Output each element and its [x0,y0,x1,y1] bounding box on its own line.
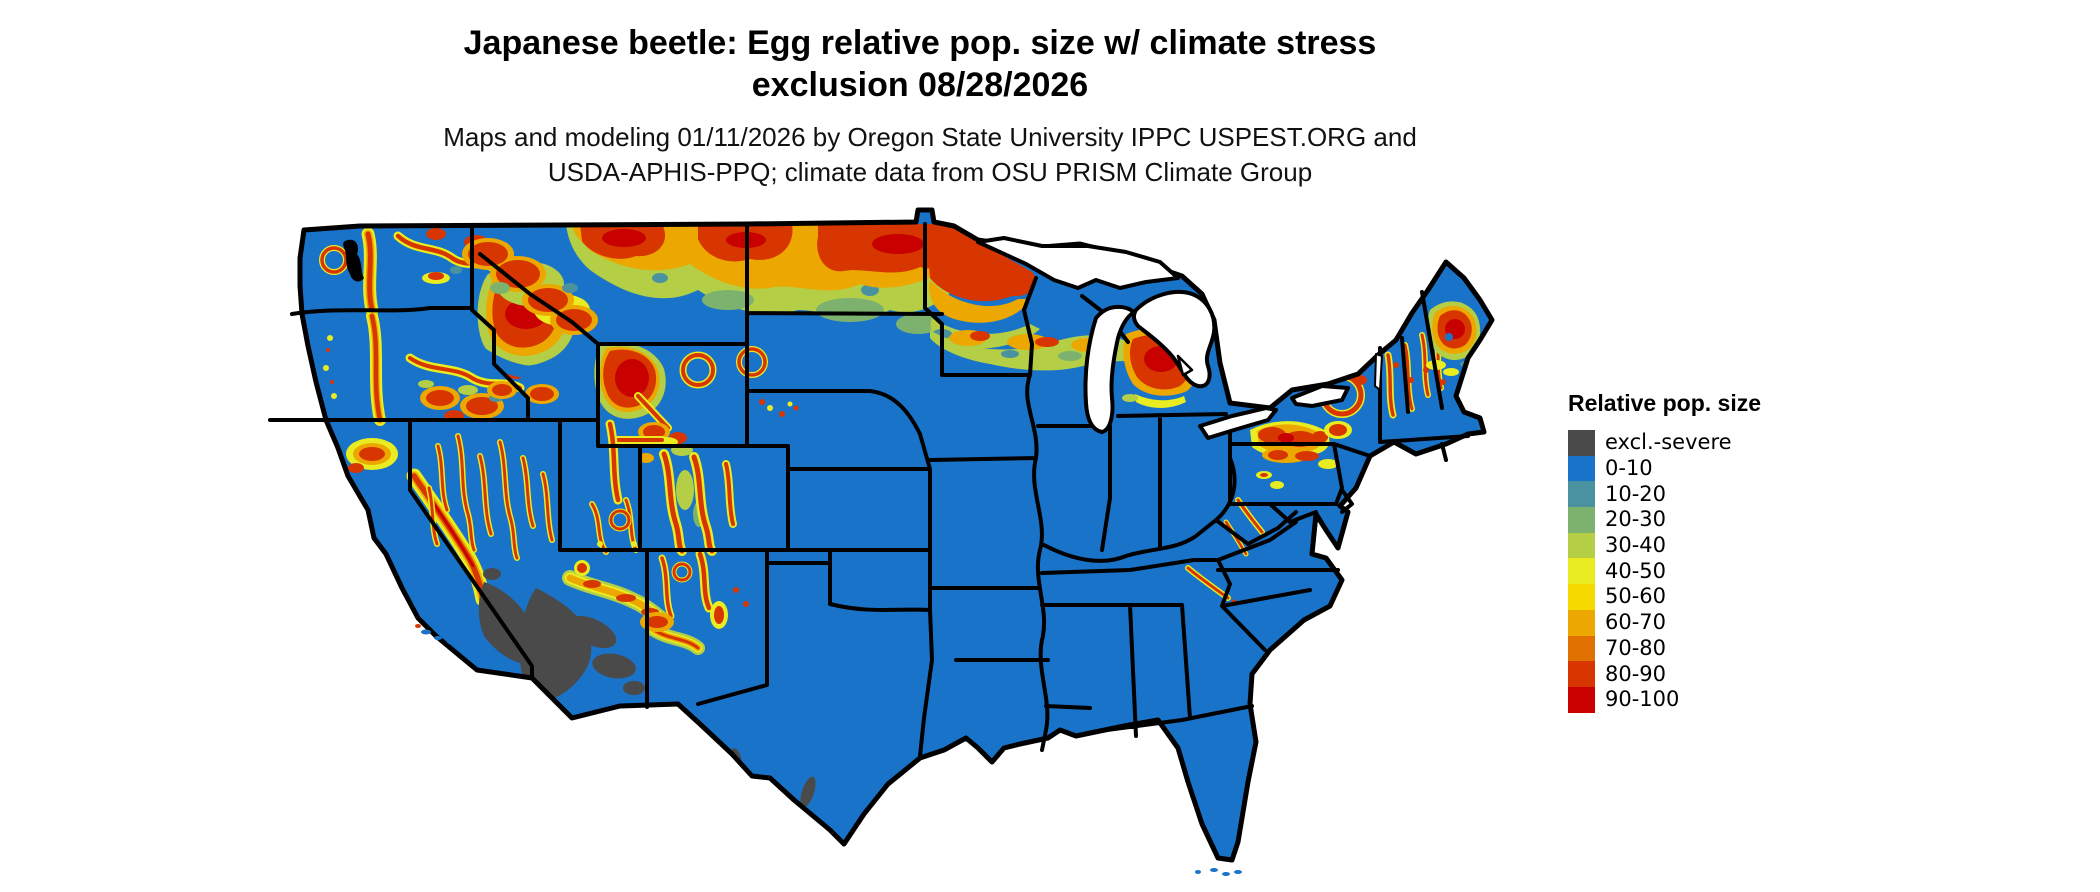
legend: Relative pop. size excl.-severe 0-10 10-20… [1568,390,1761,713]
map-title-line2: exclusion 08/28/2026 [751,66,1089,104]
legend-swatch [1568,584,1595,610]
legend-title: Relative pop. size [1568,390,1762,416]
map-subtitle-line2: USDA-APHIS-PPQ; climate data from OSU PR… [547,157,1313,187]
heat-colorado [638,444,737,556]
heat-northern-tier [566,224,1040,349]
legend-item: 10-20 [1568,481,1761,508]
heat-black-hills [736,346,799,417]
map-title-line1: Japanese beetle: Egg relative pop. size … [463,24,1377,62]
state-borders [268,222,1470,758]
us-map-svg [268,207,1495,876]
lake-michigan [1083,304,1136,434]
legend-label: 40-50 [1605,558,1667,583]
legend-item: 30-40 [1568,532,1761,559]
legend-label: 20-30 [1605,507,1667,532]
heat-new-england [1384,301,1481,419]
map-subtitle: Maps and modeling 01/11/2026 by Oregon S… [120,120,1740,190]
map-title: Japanese beetle: Egg relative pop. size … [125,22,1715,106]
legend-swatch [1568,481,1595,508]
heat-nevada-ranges [426,433,555,561]
legend-item: 60-70 [1568,609,1761,636]
population-heat-layer [319,224,1481,808]
lake-ontario [1290,384,1350,408]
puget-sound-shoreline [343,239,364,282]
legend-label: 0-10 [1605,456,1653,481]
map-subtitle-line1: Maps and modeling 01/11/2026 by Oregon S… [443,122,1417,152]
legend-label: 90-100 [1605,687,1680,712]
us-outline [297,207,1495,863]
great-lakes [976,236,1383,440]
heat-western-montana [462,238,598,335]
legend-swatch [1568,532,1595,559]
legend-item: 0-10 [1568,455,1761,482]
legend-item: 20-30 [1568,507,1761,533]
legend-item: 70-80 [1568,635,1761,662]
legend-swatch [1568,609,1595,636]
legend-label: 10-20 [1605,481,1667,506]
heat-new-mexico [647,549,749,655]
saginaw-bay [1176,354,1194,377]
legend-label: 50-60 [1605,584,1667,609]
legend-swatch [1568,430,1595,456]
legend-item: 40-50 [1568,558,1761,585]
legend-swatch [1568,686,1595,713]
legend-label: 80-90 [1605,661,1667,686]
us-map-figure [230,158,1560,892]
heat-utah [589,419,639,555]
lake-champlain [1374,353,1383,391]
legend-item: excl.-severe [1568,430,1761,456]
lake-erie [1198,406,1278,440]
legend-item: 90-100 [1568,686,1761,713]
offshore-islands [415,624,1242,876]
lake-huron [1131,289,1217,389]
legend-item: 80-90 [1568,661,1761,687]
legend-swatch [1568,661,1595,687]
heat-wyoming [594,342,717,447]
legend-label: excl.-severe [1605,430,1732,455]
legend-label: 30-40 [1605,533,1667,558]
lake-superior [976,236,1180,290]
legend-swatch [1568,455,1595,482]
legend-item: 50-60 [1568,584,1761,610]
legend-swatch [1568,558,1595,585]
legend-label: 70-80 [1605,635,1667,660]
legend-label: 60-70 [1605,610,1667,635]
legend-swatch [1568,635,1595,662]
legend-items: excl.-severe 0-10 10-20 20-30 30-40 40-50 50-6… [1568,430,1761,713]
legend-swatch [1568,507,1595,533]
exclusion-zones [478,568,816,808]
